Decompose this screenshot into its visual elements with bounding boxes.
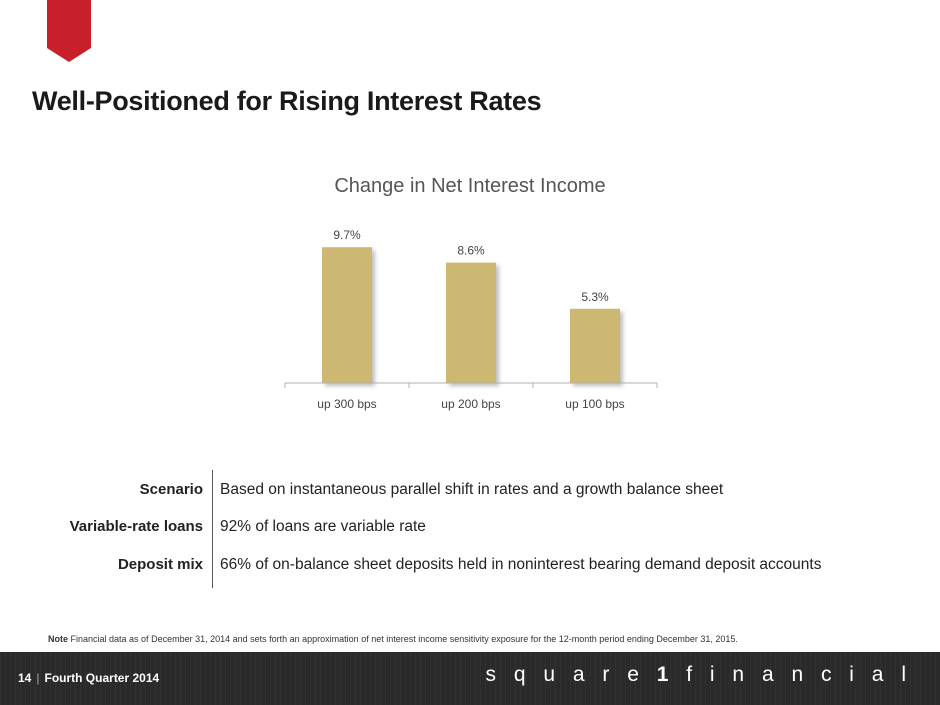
- fact-row-variable-rate-loans: Variable-rate loans 92% of loans are var…: [0, 515, 940, 539]
- fact-value: 92% of loans are variable rate: [220, 518, 426, 535]
- bar-up-300-bps: [322, 247, 372, 383]
- chart-title: Change in Net Interest Income: [334, 175, 606, 197]
- facts-divider: [212, 470, 213, 588]
- brand-prefix: s q u a r e: [485, 663, 645, 686]
- x-tick-label: up 200 bps: [441, 397, 500, 411]
- footnote-label: Note: [48, 634, 68, 644]
- brand-suffix: f i n a n c i a l: [686, 663, 912, 686]
- red-ribbon-logo: [47, 0, 91, 62]
- fact-value: 66% of on-balance sheet deposits held in…: [220, 556, 822, 573]
- page-number: 14: [18, 671, 32, 685]
- bar-chart: up 300 bps up 200 bps up 100 bps 9.7% 8.6% 5…: [284, 228, 658, 411]
- fact-label: Variable-rate loans: [69, 518, 203, 535]
- footer-bar: 14 | Fourth Quarter 2014 s q u a r e 1 f i…: [0, 652, 940, 705]
- footnote: Note Financial data as of December 31, 2…: [48, 634, 738, 644]
- fact-row-deposit-mix: Deposit mix 66% of on-balance sheet depo…: [0, 553, 940, 577]
- bar-value-label: 8.6%: [457, 244, 485, 258]
- bar-up-200-bps: [446, 262, 496, 383]
- fact-label: Deposit mix: [117, 556, 203, 573]
- brand-number: 1: [656, 663, 675, 686]
- x-tick-label: up 100 bps: [565, 397, 624, 411]
- footnote-text: Financial data as of December 31, 2014 a…: [70, 634, 738, 644]
- page-title: Well-Positioned for Rising Interest Rate…: [32, 86, 542, 116]
- bar-up-100-bps: [570, 308, 620, 383]
- fact-value: Based on instantaneous parallel shift in…: [220, 481, 724, 498]
- facts-table: Scenario Based on instantaneous parallel…: [0, 470, 940, 588]
- fact-row-scenario: Scenario Based on instantaneous parallel…: [0, 478, 940, 502]
- footer-period: Fourth Quarter 2014: [44, 671, 160, 685]
- bar-value-label: 5.3%: [581, 290, 609, 304]
- fact-label: Scenario: [139, 481, 203, 498]
- bar-value-label: 9.7%: [333, 228, 361, 242]
- brand-logo-text: s q u a r e 1 f i n a n c i a l: [486, 663, 913, 687]
- footer-page-info: 14 | Fourth Quarter 2014: [18, 671, 159, 685]
- footer-separator: |: [36, 671, 40, 685]
- x-tick-label: up 300 bps: [317, 397, 376, 411]
